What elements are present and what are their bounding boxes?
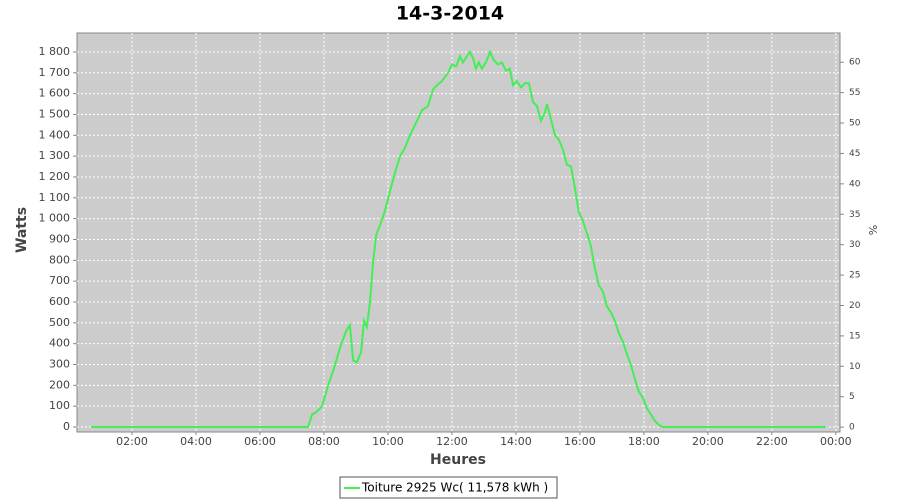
x-tick-label: 22:00 bbox=[756, 435, 788, 448]
y2-tick-label: 10 bbox=[849, 362, 861, 372]
y-tick-label: 300 bbox=[49, 357, 70, 370]
y-tick-label: 800 bbox=[49, 253, 70, 266]
x-tick-label: 12:00 bbox=[436, 435, 468, 448]
x-tick-label: 16:00 bbox=[564, 435, 596, 448]
y-tick-label: 500 bbox=[49, 316, 70, 329]
series-line bbox=[91, 49, 826, 428]
x-tick-label: 04:00 bbox=[180, 435, 212, 448]
y2-tick-label: 0 bbox=[849, 423, 855, 433]
y-tick-label: 200 bbox=[49, 378, 70, 391]
y-tick-label: 1 500 bbox=[39, 107, 71, 120]
y-tick-label: 1 700 bbox=[39, 66, 71, 79]
y-tick-label: 1 600 bbox=[39, 87, 71, 100]
y2-tick-label: 20 bbox=[849, 301, 861, 311]
y2-tick-label: 60 bbox=[849, 58, 861, 68]
chart-title: 14-3-2014 bbox=[396, 3, 504, 25]
x-tick-label: 00:00 bbox=[820, 435, 852, 448]
x-axis-label: Heures bbox=[430, 452, 486, 468]
y-tick-label: 1 100 bbox=[39, 191, 71, 204]
y-tick-label: 1 000 bbox=[39, 212, 71, 225]
y2-tick-label: 55 bbox=[849, 88, 860, 98]
y2-tick-label: 40 bbox=[849, 179, 861, 189]
y2-tick-label: 15 bbox=[849, 331, 860, 341]
x-tick-label: 20:00 bbox=[692, 435, 724, 448]
y-axis-label: Watts bbox=[14, 207, 30, 253]
legend-label: Toiture 2925 Wc( 11,578 kWh ) bbox=[361, 481, 548, 495]
y-tick-label: 900 bbox=[49, 232, 70, 245]
y-tick-label: 700 bbox=[49, 274, 70, 287]
y-tick-label: 0 bbox=[63, 420, 70, 433]
legend-box bbox=[339, 476, 558, 499]
y2-tick-label: 30 bbox=[849, 240, 861, 250]
y-tick-label: 1 400 bbox=[39, 128, 71, 141]
x-tick-label: 14:00 bbox=[500, 435, 532, 448]
y-tick-label: 400 bbox=[49, 337, 70, 350]
y2-tick-label: 35 bbox=[849, 210, 860, 220]
y2-tick-label: 25 bbox=[849, 271, 860, 281]
y-tick-label: 600 bbox=[49, 295, 70, 308]
y2-tick-label: 5 bbox=[849, 392, 855, 402]
y2-tick-label: 45 bbox=[849, 149, 860, 159]
legend: Toiture 2925 Wc( 11,578 kWh ) bbox=[344, 481, 548, 495]
x-tick-label: 08:00 bbox=[308, 435, 340, 448]
y-tick-label: 1 300 bbox=[39, 149, 71, 162]
x-tick-label: 02:00 bbox=[116, 435, 148, 448]
x-tick-label: 06:00 bbox=[244, 435, 276, 448]
plot-area bbox=[76, 32, 841, 433]
y-tick-label: 1 800 bbox=[39, 45, 71, 58]
y-tick-label: 1 200 bbox=[39, 170, 71, 183]
y2-axis-label: % bbox=[867, 225, 880, 235]
x-tick-label: 18:00 bbox=[628, 435, 660, 448]
y2-tick-label: 50 bbox=[849, 119, 861, 129]
y-tick-label: 100 bbox=[49, 399, 70, 412]
x-tick-label: 10:00 bbox=[372, 435, 404, 448]
